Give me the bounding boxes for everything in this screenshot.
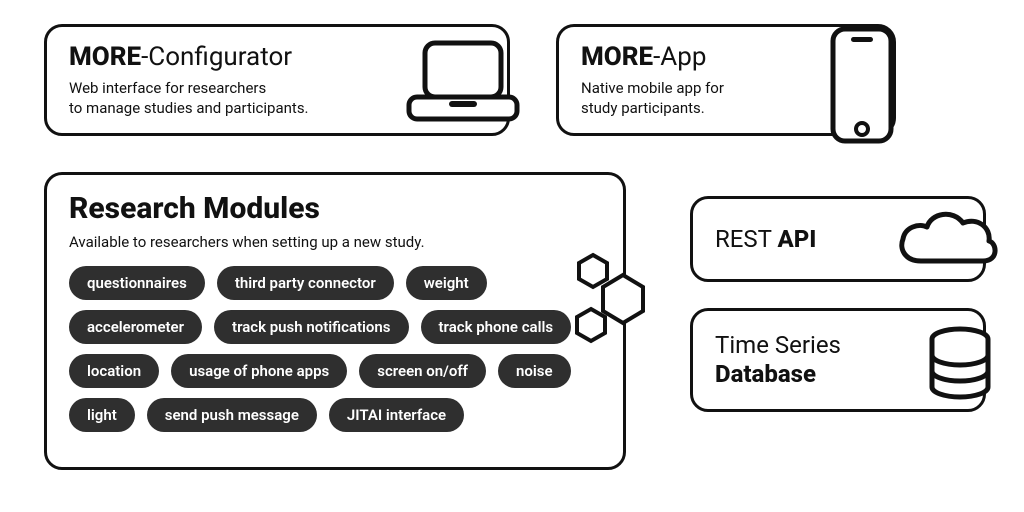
rest-api-title: REST API xyxy=(715,225,816,254)
module-pill: accelerometer xyxy=(69,310,202,344)
modules-subtitle: Available to researchers when setting up… xyxy=(69,232,601,252)
app-subtitle-l2: study participants. xyxy=(581,99,705,117)
module-pill-list: questionnaires third party connector weigh… xyxy=(69,266,589,432)
modules-title: Research Modules xyxy=(69,191,601,226)
module-pill: send push message xyxy=(147,398,317,432)
phone-icon xyxy=(823,21,901,149)
tsdb-box: Time Series Database xyxy=(690,308,986,412)
module-pill: questionnaires xyxy=(69,266,205,300)
hex-cluster-icon xyxy=(563,249,661,347)
module-pill: usage of phone apps xyxy=(171,354,347,388)
module-pill: light xyxy=(69,398,135,432)
modules-box: Research Modules Available to researcher… xyxy=(44,172,626,470)
configurator-title-bold: MORE xyxy=(69,42,141,72)
database-icon xyxy=(923,325,997,407)
configurator-title-rest: -Configurator xyxy=(141,42,292,72)
rest-api-title-bold: API xyxy=(777,225,816,253)
module-pill: track phone calls xyxy=(421,310,572,344)
cloud-icon xyxy=(891,205,1001,277)
app-subtitle-l1: Native mobile app for xyxy=(581,79,724,97)
module-pill: JITAI interface xyxy=(329,398,464,432)
module-pill: track push notifications xyxy=(214,310,408,344)
module-pill: weight xyxy=(406,266,487,300)
configurator-box: MORE-Configurator Web interface for rese… xyxy=(44,24,510,136)
module-pill: noise xyxy=(498,354,571,388)
module-pill: location xyxy=(69,354,159,388)
app-title-bold: MORE xyxy=(581,42,653,72)
tsdb-title-l2-bold: Database xyxy=(715,360,816,388)
configurator-subtitle-l2: to manage studies and participants. xyxy=(69,99,309,117)
module-pill: third party connector xyxy=(217,266,394,300)
app-title-rest: -App xyxy=(653,42,706,72)
configurator-subtitle-l1: Web interface for researchers xyxy=(69,79,266,97)
laptop-icon xyxy=(403,33,523,133)
rest-api-box: REST API xyxy=(690,196,986,282)
module-pill: screen on/off xyxy=(359,354,486,388)
rest-api-title-plain: REST xyxy=(715,225,777,253)
app-box: MORE-App Native mobile app for study par… xyxy=(556,24,896,136)
